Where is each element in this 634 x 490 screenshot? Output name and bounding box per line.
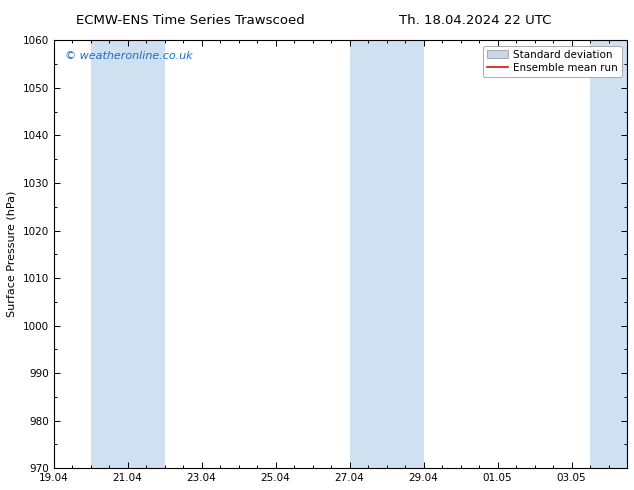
Text: ECMW-ENS Time Series Trawscoed: ECMW-ENS Time Series Trawscoed — [76, 14, 304, 27]
Bar — [91, 40, 165, 468]
Y-axis label: Surface Pressure (hPa): Surface Pressure (hPa) — [7, 191, 17, 318]
Bar — [349, 40, 424, 468]
Text: Th. 18.04.2024 22 UTC: Th. 18.04.2024 22 UTC — [399, 14, 552, 27]
Text: © weatheronline.co.uk: © weatheronline.co.uk — [65, 51, 193, 61]
Bar — [590, 40, 627, 468]
Legend: Standard deviation, Ensemble mean run: Standard deviation, Ensemble mean run — [482, 46, 622, 77]
